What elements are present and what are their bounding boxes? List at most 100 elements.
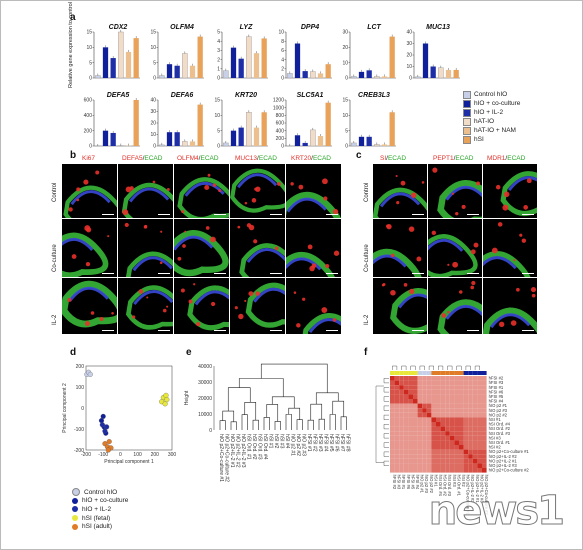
heatmap-cell bbox=[431, 408, 436, 413]
micrograph-svg bbox=[483, 287, 537, 334]
heatmap-cell bbox=[413, 454, 418, 459]
heatmap-cell bbox=[482, 463, 487, 468]
col-dendrogram-branch bbox=[428, 365, 434, 370]
legend-item: hSI (fetal) bbox=[72, 514, 128, 523]
heatmap-cell bbox=[431, 417, 436, 422]
heatmap-cell bbox=[463, 422, 469, 427]
leaf-label: hSI Ord. #4 bbox=[262, 434, 268, 460]
heatmap-cell bbox=[468, 412, 473, 418]
row-dendrogram-branch bbox=[383, 396, 389, 402]
leaf-label: hSI #1 bbox=[268, 434, 274, 449]
y-tick-label: 0 bbox=[153, 144, 156, 150]
bar bbox=[253, 53, 260, 78]
heatmap-cell bbox=[422, 380, 427, 386]
heatmap-cell bbox=[431, 389, 436, 395]
y-tick-label: 5 bbox=[217, 128, 220, 134]
row-label: hIO p2+IL-2 #3 bbox=[489, 463, 518, 468]
bar bbox=[286, 73, 293, 79]
heatmap-cell bbox=[431, 426, 436, 432]
y-tick-label: 0 bbox=[89, 144, 92, 150]
heatmap-cell bbox=[436, 449, 441, 455]
heatmap-cell bbox=[394, 394, 400, 399]
heatmap-cell bbox=[468, 417, 473, 422]
group-color-bar bbox=[463, 371, 469, 375]
dendrogram-branch bbox=[222, 410, 235, 422]
heatmap-cell bbox=[394, 463, 400, 468]
heatmap-cell bbox=[408, 454, 413, 459]
chart-title: DEFA5 bbox=[107, 92, 130, 99]
heatmap-cell bbox=[422, 445, 427, 450]
marker-stain bbox=[421, 181, 425, 184]
marker-stain bbox=[523, 205, 529, 210]
y-tick-label: 15 bbox=[214, 98, 220, 104]
nuclei-stain bbox=[237, 173, 278, 189]
bar-chart-defa5: DEFA5 0 200 400 600 bbox=[82, 90, 142, 150]
marker-stain bbox=[309, 265, 315, 272]
marker-stain bbox=[519, 233, 523, 237]
marker-stain bbox=[516, 287, 520, 292]
dendrogram-branch bbox=[307, 419, 314, 430]
heatmap-cell bbox=[445, 417, 450, 422]
dendrogram-branch bbox=[285, 414, 292, 430]
heatmap-cell bbox=[459, 408, 464, 413]
dendrogram-branch bbox=[263, 417, 270, 430]
bar bbox=[118, 31, 124, 79]
marker-stain bbox=[408, 226, 415, 232]
marker-stain bbox=[67, 298, 72, 302]
heatmap-cell bbox=[431, 440, 436, 445]
group-color-bar bbox=[440, 371, 446, 375]
scale-bar bbox=[102, 214, 114, 215]
heatmap-cell bbox=[408, 417, 413, 422]
heatmap-cell bbox=[468, 426, 473, 432]
chart-title: KRT20 bbox=[235, 92, 257, 99]
nuclei-stain bbox=[128, 187, 170, 203]
marker-stain bbox=[395, 174, 398, 178]
micrograph-svg bbox=[286, 178, 341, 218]
marker-stain bbox=[188, 299, 193, 304]
epithelium-stain bbox=[177, 177, 229, 218]
heatmap-cell bbox=[426, 445, 432, 450]
chart-title: CREB3L3 bbox=[358, 92, 390, 99]
marker-stain bbox=[386, 224, 390, 228]
row-label: hFSI #1 bbox=[489, 385, 504, 390]
y-tick-label: 1200 bbox=[273, 98, 284, 104]
marker-stain bbox=[111, 311, 114, 315]
heatmap-cell bbox=[449, 431, 455, 436]
heatmap-cell bbox=[399, 454, 404, 459]
heatmap-cell bbox=[440, 380, 446, 386]
heatmap-cell bbox=[436, 385, 441, 390]
heatmap-cell bbox=[468, 385, 473, 390]
bar-chart-olfm4: OLFM4 0 5 10 15 bbox=[146, 22, 206, 82]
heatmap-cell bbox=[403, 431, 409, 436]
y-tick-label: 10 bbox=[86, 45, 92, 51]
heatmap-cell bbox=[477, 468, 482, 473]
heatmap-cell bbox=[431, 435, 436, 441]
heatmap-cell bbox=[477, 412, 482, 418]
heatmap-cell bbox=[390, 417, 395, 422]
heatmap-cell bbox=[440, 399, 446, 404]
heatmap-cell bbox=[454, 440, 459, 445]
heatmap-cell bbox=[436, 440, 441, 445]
legend-item: hSI (adult) bbox=[72, 522, 128, 531]
micrograph bbox=[286, 278, 341, 334]
marker-stain bbox=[237, 225, 241, 229]
y-tick-label: 15 bbox=[342, 98, 348, 104]
heatmap-cell bbox=[417, 445, 423, 450]
heatmap-cell bbox=[472, 431, 478, 436]
group-color-bar bbox=[417, 371, 423, 375]
marker-stain bbox=[431, 230, 437, 236]
bar bbox=[381, 144, 388, 146]
marker-stain bbox=[76, 187, 81, 192]
heatmap-cell bbox=[436, 458, 441, 464]
heatmap-cell bbox=[394, 408, 400, 413]
heatmap-cell bbox=[459, 422, 464, 427]
heatmap-cell bbox=[445, 449, 450, 455]
heatmap-cell bbox=[463, 463, 469, 468]
heatmap-cell bbox=[413, 389, 418, 395]
heatmap-cell bbox=[477, 376, 482, 381]
col-label: hIO p2 #1 bbox=[420, 475, 425, 494]
bar bbox=[381, 76, 388, 78]
micrograph bbox=[230, 164, 285, 218]
panel-c-header: PEPT1/ECAD bbox=[433, 155, 474, 162]
x-tick-label: 300 bbox=[168, 452, 177, 458]
